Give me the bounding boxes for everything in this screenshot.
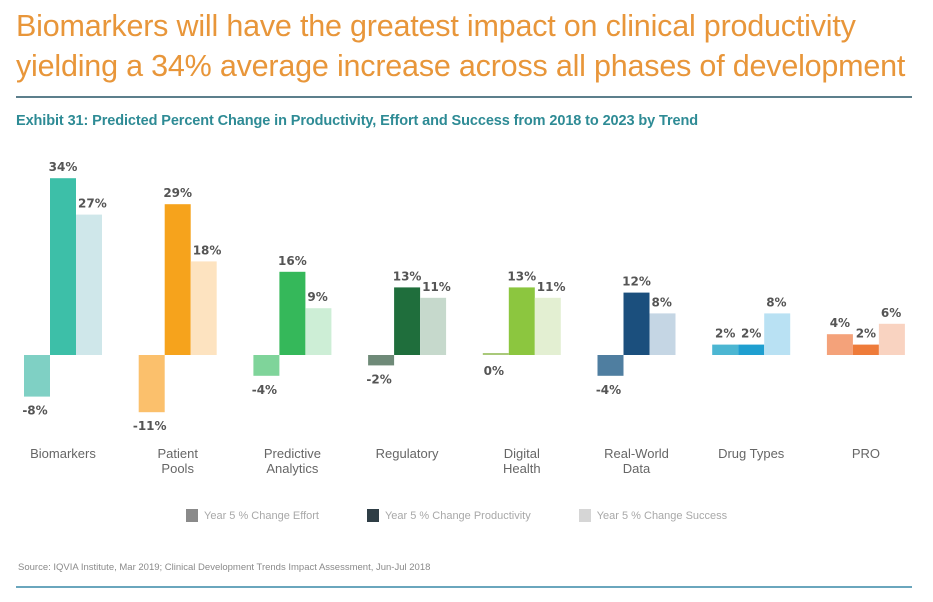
bar-label-productivity: 2%: [741, 327, 761, 341]
headline-line-1: Biomarkers will have the greatest impact…: [16, 9, 856, 43]
bar-effort: [253, 355, 280, 376]
bar-label-success: 8%: [766, 295, 786, 309]
legend-item-effort: Year 5 % Change Effort: [186, 509, 319, 522]
category-label: Predictive: [264, 446, 321, 461]
bar-group: -8% 34% 27% Biomarkers: [22, 160, 106, 461]
legend-swatch-effort: [186, 509, 198, 522]
bar-label-success: 9%: [307, 290, 327, 304]
bar-label-effort: -2%: [366, 372, 391, 386]
source-note: Source: IQVIA Institute, Mar 2019; Clini…: [18, 562, 431, 573]
category-label: Regulatory: [376, 446, 439, 461]
category-label: Biomarkers: [30, 446, 96, 461]
bar-productivity: [279, 271, 306, 355]
bar-label-effort: 2%: [715, 327, 735, 341]
bar-group: 4% 2% 6% PRO: [826, 306, 905, 461]
bar-label-success: 8%: [652, 295, 672, 309]
bar-effort: [597, 355, 624, 376]
bar-label-productivity: 16%: [278, 254, 307, 268]
bar-label-success: 6%: [881, 306, 901, 320]
bar-success: [76, 214, 102, 355]
bottom-divider: [16, 586, 912, 588]
bar-success: [190, 261, 217, 355]
headline-line-2: yielding a 34% average increase across a…: [16, 49, 906, 83]
legend-item-success: Year 5 % Change Success: [578, 509, 728, 522]
bar-label-success: 18%: [193, 243, 222, 257]
bar-label-effort: -4%: [596, 383, 621, 397]
headline: Biomarkers will have the greatest impact…: [16, 6, 921, 86]
legend-label-effort: Year 5 % Change Effort: [204, 509, 319, 522]
bar-label-effort: 0%: [484, 364, 504, 378]
legend-label-success: Year 5 % Change Success: [596, 509, 728, 522]
legend-swatch-productivity: [366, 509, 379, 522]
bar-label-success: 11%: [537, 280, 566, 294]
legend-label-productivity: Year 5 % Change Productivity: [384, 509, 531, 522]
bar-group: 2% 2% 8% Drug Types: [712, 295, 791, 461]
bar-effort: [712, 344, 739, 355]
bar-label-productivity: 2%: [856, 327, 876, 341]
bar-label-effort: -4%: [252, 383, 277, 397]
legend-item-productivity: Year 5 % Change Productivity: [366, 509, 531, 522]
exhibit-title: Exhibit 31: Predicted Percent Change in …: [16, 113, 699, 129]
bar-success: [878, 323, 905, 355]
bar-label-productivity: 12%: [622, 275, 651, 289]
category-label: Patient: [157, 446, 198, 461]
bar-productivity: [508, 287, 535, 355]
bar-label-productivity: 29%: [163, 186, 192, 200]
bar-productivity: [852, 344, 879, 355]
bar-success: [305, 308, 332, 355]
bar-label-success: 11%: [422, 280, 451, 294]
top-divider: [16, 96, 912, 98]
category-label-line2: Pools: [161, 461, 194, 476]
category-label: Real-World: [604, 446, 669, 461]
bar-success: [420, 297, 447, 355]
bar-productivity: [738, 344, 765, 355]
bar-group: -2% 13%11% Regulatory: [366, 269, 450, 461]
bar-success: [764, 313, 791, 355]
bar-label-effort: -11%: [133, 419, 167, 433]
legend: Year 5 % Change Effort Year 5 % Change P…: [186, 509, 727, 522]
bar-label-productivity: 34%: [49, 160, 78, 174]
bar-productivity: [623, 292, 650, 355]
bar-effort: [368, 355, 395, 366]
category-label-line2: Health: [503, 461, 541, 476]
bar-productivity: [394, 287, 421, 355]
bar-effort: [826, 334, 853, 355]
bar-success: [534, 297, 561, 355]
bar-label-productivity: 13%: [393, 269, 422, 283]
bar-productivity: [164, 204, 191, 355]
bar-effort: [138, 355, 165, 413]
bar-chart: -8% 34% 27% Biomarkers -11% 29% 18% PatientPool…: [22, 160, 905, 476]
bar-label-success: 27%: [78, 197, 107, 211]
bar-label-productivity: 13%: [507, 269, 536, 283]
bar-success: [649, 313, 676, 355]
bar-label-effort: -8%: [22, 404, 47, 418]
bar-productivity: [50, 178, 76, 355]
category-label: Digital: [504, 446, 540, 461]
category-label: Drug Types: [718, 446, 785, 461]
legend-swatch-success: [578, 509, 591, 522]
bar-effort: [482, 353, 509, 355]
bar-effort: [24, 355, 50, 397]
category-label-line2: Data: [623, 461, 651, 476]
category-label: PRO: [852, 446, 880, 461]
bar-label-effort: 4%: [830, 316, 850, 330]
category-label-line2: Analytics: [266, 461, 319, 476]
